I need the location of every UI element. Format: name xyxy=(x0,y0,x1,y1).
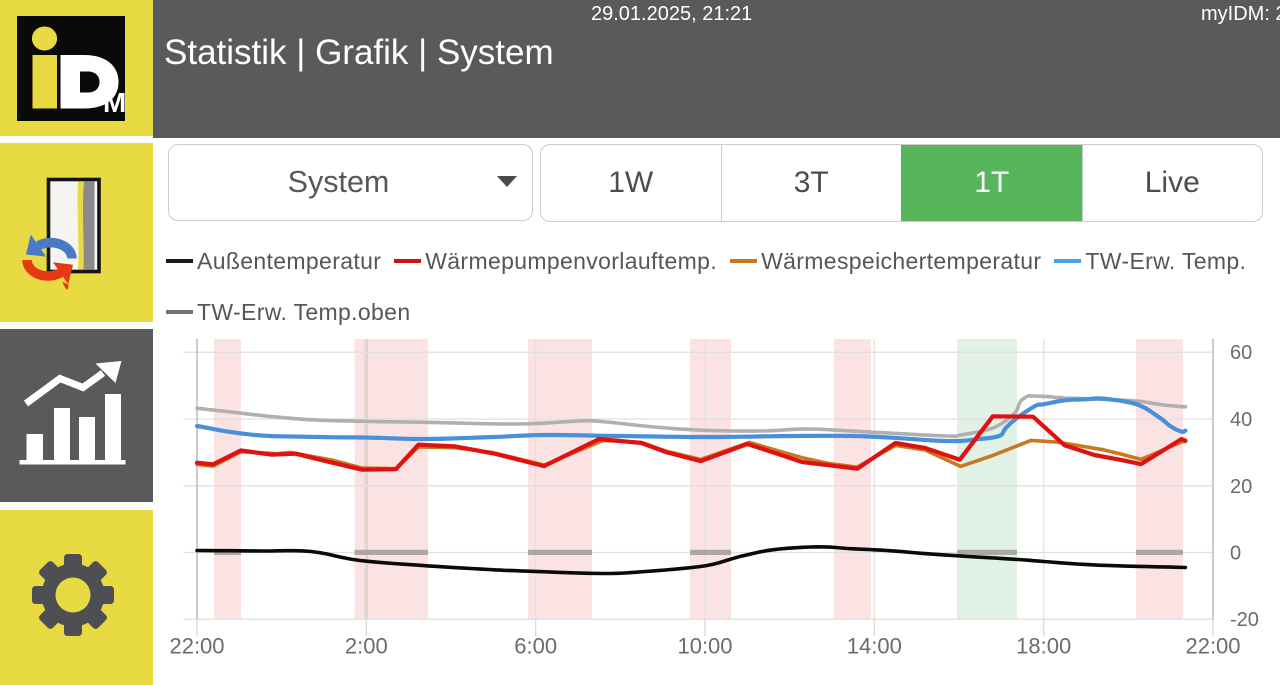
svg-text:40: 40 xyxy=(1230,409,1252,431)
svg-text:14:00: 14:00 xyxy=(847,634,902,659)
svg-text:M: M xyxy=(103,87,126,118)
svg-text:22:00: 22:00 xyxy=(1185,634,1240,659)
svg-text:18:00: 18:00 xyxy=(1016,634,1071,659)
svg-text:20: 20 xyxy=(1230,476,1252,498)
svg-text:2:00: 2:00 xyxy=(345,634,388,659)
svg-text:-20: -20 xyxy=(1230,609,1259,631)
svg-text:10:00: 10:00 xyxy=(677,634,732,659)
svg-text:6:00: 6:00 xyxy=(514,634,557,659)
svg-text:22:00: 22:00 xyxy=(169,634,224,659)
svg-text:60: 60 xyxy=(1230,342,1252,364)
svg-text:0: 0 xyxy=(1230,543,1241,565)
